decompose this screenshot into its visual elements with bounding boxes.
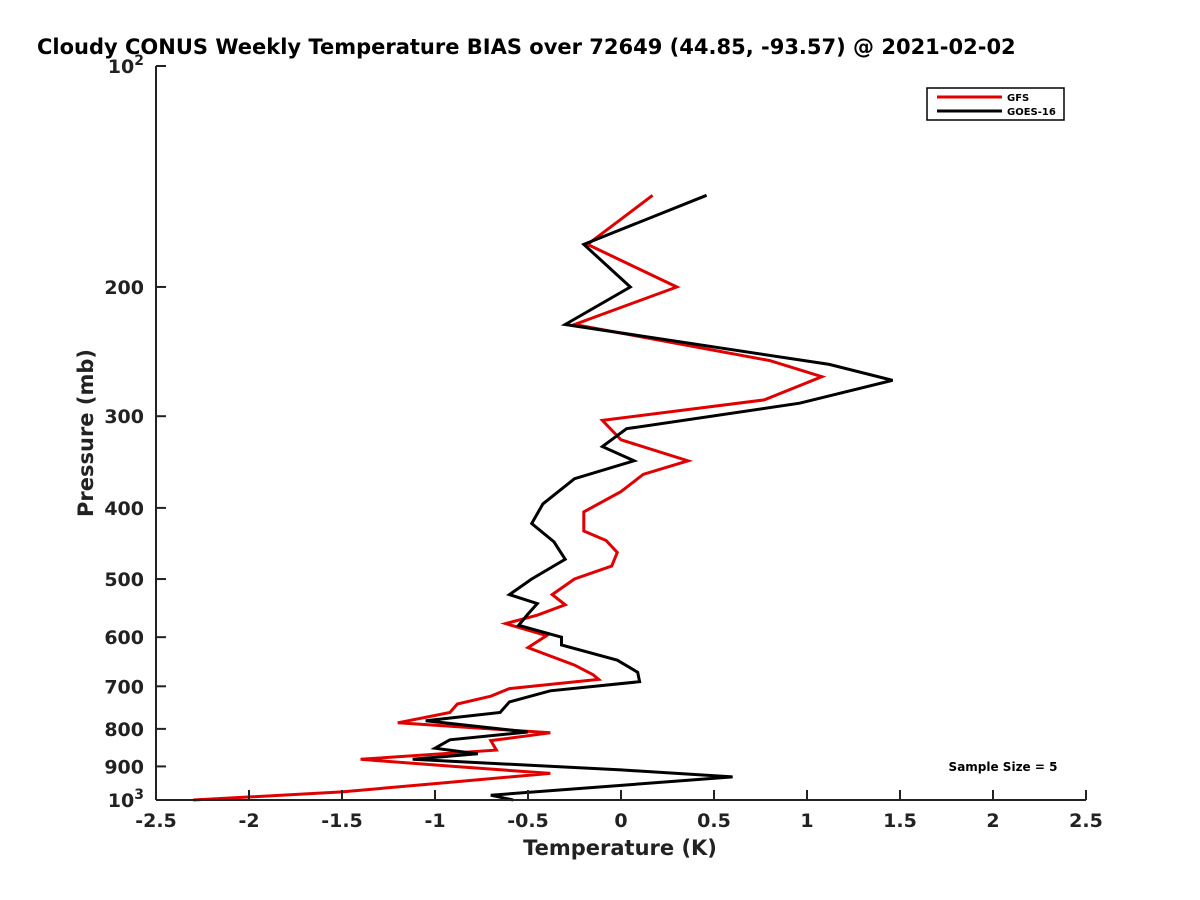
y-tick-base: 10 [108, 790, 134, 812]
y-tick-label: 900 [104, 756, 144, 778]
x-tick-label: 0.5 [697, 810, 731, 832]
legend-label: GFS [1007, 93, 1029, 104]
x-tick-label: 1 [800, 810, 813, 832]
sample-size-annotation: Sample Size = 5 [949, 760, 1058, 774]
x-axis-label: Temperature (K) [523, 836, 717, 860]
y-tick-label: 102 [108, 53, 144, 78]
series-line-goes-16 [412, 193, 893, 802]
y-tick-label: 600 [104, 627, 144, 649]
chart-title: Cloudy CONUS Weekly Temperature BIAS ove… [37, 35, 1016, 59]
y-tick-exponent: 2 [134, 53, 144, 69]
legend-box [926, 87, 1065, 121]
y-tick-label: 700 [104, 676, 144, 698]
y-tick-label: 800 [104, 719, 144, 741]
legend: GFS GOES-16 [926, 87, 1065, 121]
x-tick-label: -2.5 [135, 810, 177, 832]
x-tick-label: -1 [424, 810, 445, 832]
y-tick-exponent: 3 [134, 787, 144, 803]
axes-layer: -2.5 -2 -1.5 -1 -0.5 0 0.5 1 1.5 2 2.5102200300400… [104, 53, 1103, 832]
y-axis-label: Pressure (mb) [74, 349, 98, 517]
x-tick-label: -2 [238, 810, 259, 832]
x-tick-label: -1.5 [321, 810, 363, 832]
x-tick-label: 2.5 [1069, 810, 1103, 832]
x-tick-label: -0.5 [507, 810, 549, 832]
y-tick-label: 500 [104, 569, 144, 591]
x-tick-label: 1.5 [883, 810, 917, 832]
y-tick-label: 400 [104, 498, 144, 520]
x-tick-label: 0 [614, 810, 627, 832]
legend-label: GOES-16 [1007, 107, 1056, 118]
x-tick-label: 2 [986, 810, 999, 832]
y-tick-label: 200 [104, 277, 144, 299]
y-tick-label: 300 [104, 406, 144, 428]
series-line-gfs [193, 194, 827, 802]
series-layer [193, 193, 893, 802]
y-tick-base: 10 [108, 56, 134, 78]
y-tick-label: 103 [108, 787, 144, 812]
